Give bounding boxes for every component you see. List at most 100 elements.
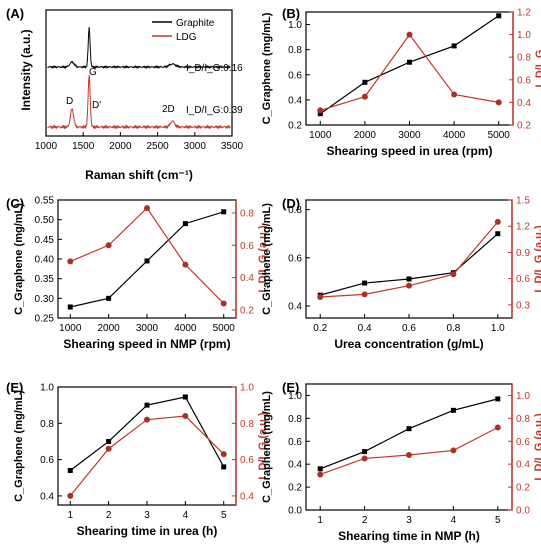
data-point-ratio (495, 99, 502, 106)
xtick-label: 2 (362, 515, 368, 526)
legend-label-ldg: LDG (176, 32, 197, 43)
panel-label: (E) (6, 380, 23, 395)
data-point-ratio (67, 258, 74, 265)
data-point-ratio (406, 452, 412, 459)
x-axis-label: Shearing speed in urea (rpm) (326, 144, 492, 158)
ytick-right-label: 0.4 (240, 273, 254, 284)
ytick-right-label: 0.6 (240, 455, 254, 466)
ytick-left-label: 0.45 (35, 235, 55, 246)
ratio-graphite: I_D/I_G:0.16 (186, 63, 243, 74)
panel-label: (C) (6, 196, 24, 211)
ytick-left-label: 0.0 (288, 506, 302, 517)
panel-d: (D) 0.2 0.4 0.6 0.8 1.0 0.4 0.6 0.8 0.3 0.6 0.9 1.2 1… (261, 196, 541, 352)
ytick-left-label: 0.4 (288, 301, 302, 312)
data-point-ratio (361, 291, 368, 298)
xtick-label: 3000 (136, 323, 159, 334)
ytick-left-label: 0.8 (288, 205, 302, 216)
ytick-left-label: 0.8 (40, 419, 54, 430)
data-point-ratio (182, 413, 189, 420)
data-point-concentration (221, 464, 227, 470)
ytick-right-label: 0.6 (516, 274, 530, 285)
data-point-concentration (144, 402, 150, 408)
panel-a-xtick-label: 1500 (72, 141, 95, 152)
ytick-left-label: 1.0 (40, 383, 54, 394)
y-axis-label-right: I_D/I_G (a.u.) (257, 412, 269, 480)
ytick-right-label: 0.8 (517, 53, 531, 64)
panel-a-xtick-label: 1000 (35, 141, 58, 152)
xtick-label: 4000 (174, 323, 197, 334)
data-point-ratio (67, 492, 74, 499)
panel-label: (D) (282, 196, 300, 211)
data-point-concentration (362, 79, 368, 85)
ytick-right-label: 1.0 (240, 383, 254, 394)
peak-label-dprime: D' (92, 100, 101, 111)
x-axis-label: Shearing time in urea (h) (77, 524, 218, 538)
series-line-concentration (69, 396, 225, 471)
data-point-concentration (144, 258, 150, 264)
panel-a: (A) Intensity (a.u.) Raman shift (cm⁻¹) … (6, 6, 244, 182)
ytick-left-label: 0.2 (288, 121, 302, 132)
xtick-label: 0.8 (446, 323, 460, 334)
ytick-right-label: 1.2 (517, 8, 531, 19)
data-point-ratio (182, 261, 189, 268)
data-point-concentration (67, 468, 73, 474)
ytick-right-label: 0.8 (240, 419, 254, 430)
y-axis-label-right: I_D/I_G (a.u.) (257, 225, 269, 293)
data-point-concentration (106, 438, 112, 444)
xtick-label: 0.2 (313, 323, 327, 334)
ytick-left-label: 0.8 (288, 45, 302, 56)
ytick-right-label: 0.2 (240, 305, 254, 316)
data-point-ratio (450, 271, 457, 278)
data-point-ratio (220, 451, 227, 458)
panel-a-xlabel: Raman shift (cm⁻¹) (85, 168, 193, 182)
xtick-label: 1000 (59, 323, 82, 334)
spectrum-graphite (47, 26, 231, 70)
series-line-ratio (69, 415, 225, 497)
data-point-concentration (221, 209, 227, 215)
ytick-left-label: 0.25 (35, 314, 55, 325)
ytick-right-label: 0.9 (516, 248, 530, 259)
panel-a-frame (45, 9, 233, 137)
y-axis-label-left: C_Graphene (mg/mL) (261, 203, 273, 315)
peak-label-2d: 2D (162, 104, 175, 115)
data-point-ratio (451, 91, 458, 98)
ytick-left-label: 0.6 (288, 70, 302, 81)
ytick-right-label: 0.6 (516, 437, 530, 448)
xtick-label: 2000 (354, 130, 377, 141)
ytick-left-label: 0.6 (288, 437, 302, 448)
xtick-label: 0.4 (358, 323, 372, 334)
panel-e1: (E) 1 2 3 4 5 0.4 0.6 0.8 1.0 0.4 0.6 0.8 1.0 Shearing… (6, 380, 269, 538)
data-point-ratio (105, 242, 112, 249)
ytick-right-label: 1.0 (517, 30, 531, 41)
data-point-ratio (144, 416, 150, 423)
data-point-ratio (317, 294, 324, 301)
ytick-right-label: 1.2 (516, 222, 530, 233)
panel-c: (C) 1000 2000 3000 4000 5000 0.25 0.30 0.35 0.40 0… (6, 196, 269, 352)
xtick-label: 1.0 (491, 323, 505, 334)
peak-label-g: G (89, 67, 97, 78)
ytick-right-label: 0.2 (516, 483, 530, 494)
ytick-right-label: 0.2 (517, 121, 531, 132)
ytick-right-label: 0.6 (240, 241, 254, 252)
data-point-concentration (182, 221, 188, 227)
ytick-left-label: 0.4 (288, 460, 302, 471)
data-point-concentration (67, 304, 73, 310)
data-point-ratio (220, 300, 227, 307)
xtick-label: 4 (183, 510, 189, 521)
xtick-label: 4 (451, 515, 457, 526)
ratio-ldg: I_D/I_G:0.39 (186, 105, 243, 116)
panel-e2: (E) 1 2 3 4 5 0.0 0.2 0.4 0.6 0.8 1.0 0.0 0.2 0.4 0.6 0.… (261, 380, 541, 543)
panel-a-ylabel: Intensity (a.u.) (19, 29, 33, 110)
ytick-left-label: 1.0 (288, 391, 302, 402)
series-line-concentration (319, 398, 498, 470)
panel-a-label: (A) (6, 6, 24, 21)
ytick-left-label: 0.4 (40, 491, 54, 502)
data-point-concentration (450, 407, 456, 413)
ytick-right-label: 0.8 (240, 208, 254, 219)
spectrum-ldg (47, 74, 231, 130)
ytick-right-label: 1.0 (516, 391, 530, 402)
data-point-concentration (451, 43, 457, 49)
panel-a-xtick-label: 3000 (184, 141, 207, 152)
series-line-concentration (319, 15, 500, 115)
data-point-concentration (406, 426, 412, 432)
